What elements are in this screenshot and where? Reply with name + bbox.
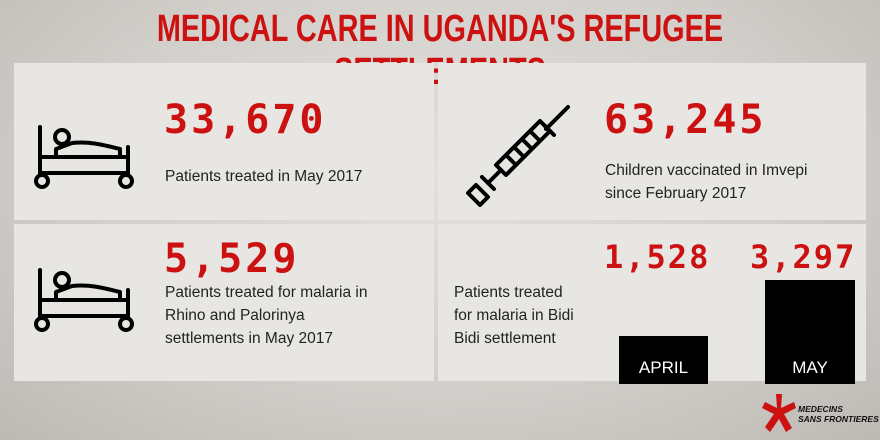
stat-panel-malaria-bidi-bidi: Patients treated for malaria in Bidi Bid… (438, 224, 866, 384)
stat-label-line3: settlements in May 2017 (165, 330, 334, 347)
stat-label-line1: Children vaccinated in Imvepi (605, 162, 808, 179)
stat-panel-patients-treated: 33,670 Patients treated in May 2017 (14, 63, 434, 220)
bar-may: MAY (765, 280, 855, 384)
stat-label-line2: Rhino and Palorinya (165, 307, 305, 324)
stat-value: 5,529 (164, 236, 300, 282)
stat-label: Patients treated in May 2017 (165, 168, 363, 185)
bar-april: APRIL (619, 336, 708, 384)
bar-label: APRIL (638, 358, 689, 377)
stat-panel-children-vaccinated: 63,245 Children vaccinated in Imvepi sin… (438, 63, 866, 220)
hospital-bed-icon (34, 125, 134, 189)
logo-line1: MEDECINS (798, 404, 843, 414)
stat-panel-malaria-rhino-palorinya: 5,529 Patients treated for malaria in Rh… (14, 224, 434, 381)
syringe-icon (466, 105, 570, 207)
stat-label-line1: Patients treated (454, 284, 563, 301)
stat-label-line3: Bidi settlement (454, 330, 556, 347)
stat-label-line2: since February 2017 (605, 185, 747, 202)
hospital-bed-icon (34, 268, 134, 332)
bar-value-may: 3,297 (750, 238, 857, 276)
stat-label-line1: Patients treated for malaria in (165, 284, 368, 301)
logo-line2: SANS FRONTIERES (798, 414, 879, 424)
stat-label-line2: for malaria in Bidi (454, 307, 574, 324)
stat-value: 33,670 (164, 97, 327, 143)
bar-value-april: 1,528 (604, 238, 711, 276)
msf-logo-text: MEDECINS SANS FRONTIERES (798, 404, 879, 424)
bar-label: MAY (792, 358, 828, 377)
msf-logo-icon (762, 394, 796, 432)
stat-value: 63,245 (604, 97, 767, 143)
